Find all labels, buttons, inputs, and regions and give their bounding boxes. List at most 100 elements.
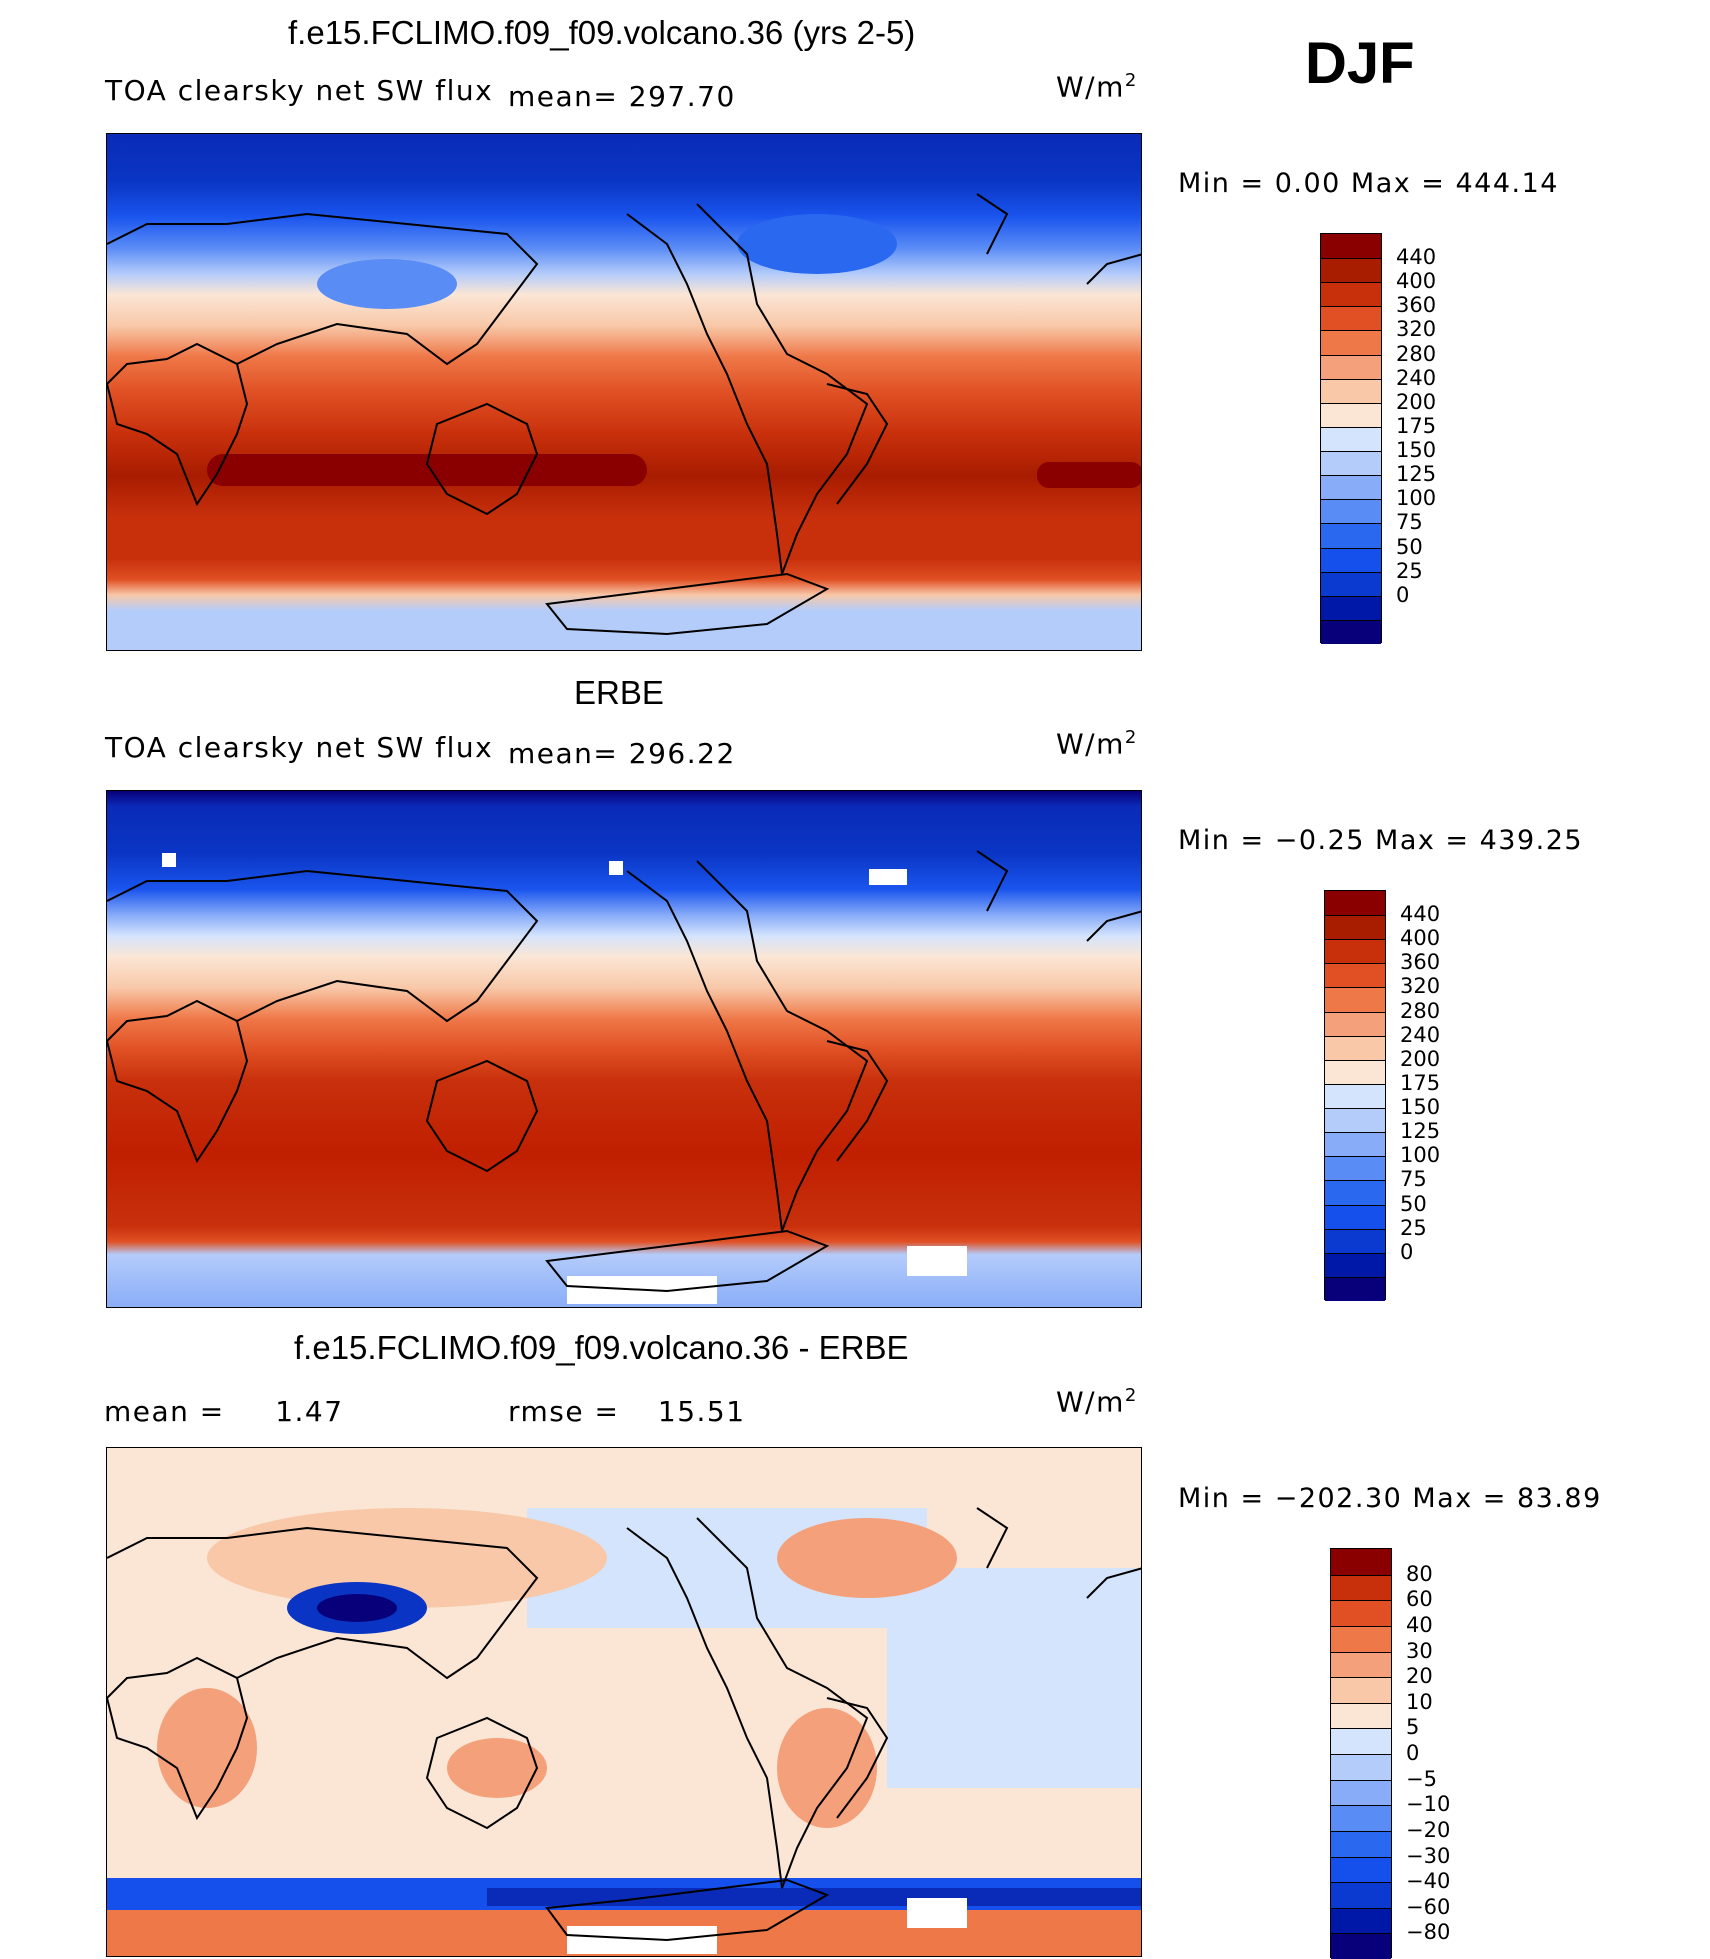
panel2-minmax: Min = −0.25 Max = 439.25 [1178,825,1584,856]
colorbar-tick-label: 10 [1406,1689,1433,1714]
panel3-africa-warm [157,1688,257,1808]
colorbar-tick-label: 320 [1396,317,1437,342]
panel1-max-band-west [207,454,647,486]
colorbar-tick-label: −5 [1406,1766,1437,1791]
colorbar-segment [1321,426,1381,452]
colorbar-segment [1321,523,1381,548]
panel2-missing-2 [609,861,623,875]
colorbar-tick-label: 150 [1400,1095,1441,1120]
panel1-field [107,134,1141,650]
panel1-map-svg [107,134,1141,650]
colorbar-tick-label: 25 [1400,1215,1427,1240]
colorbar-segment [1321,234,1381,259]
colorbar-segment [1321,258,1381,283]
panel2-mean: mean= 296.22 [508,737,736,770]
panel3-arctic-band [107,1448,1141,1498]
colorbar-tick-label: −80 [1406,1920,1451,1945]
colorbar-tick-label: 200 [1400,1046,1441,1071]
panel1-mean: mean= 297.70 [508,80,736,113]
colorbar-tick-label: 0 [1400,1239,1414,1264]
colorbar-tick-label: 440 [1396,245,1437,270]
panel2-mean-value: 296.22 [628,737,736,770]
colorbar-segment [1321,354,1381,379]
colorbar-segment [1325,963,1385,988]
panel1-mean-value: 297.70 [628,80,736,113]
colorbar-tick-label: −40 [1406,1869,1451,1894]
colorbar-tick-label: 25 [1396,558,1423,583]
colorbar-segment [1325,1059,1385,1084]
colorbar-tick-label: 240 [1396,365,1437,390]
colorbar-segment [1321,475,1381,500]
colorbar-segment [1321,451,1381,476]
panel1-coastlines [107,193,1141,636]
colorbar-segment [1331,1754,1391,1780]
panel1-units: W/m2 [1056,70,1138,103]
panel3-map [106,1447,1142,1957]
colorbar-segment [1325,1132,1385,1157]
colorbar-segment [1331,1625,1391,1652]
colorbar-tick-label: 125 [1400,1119,1441,1144]
colorbar-tick-label: 400 [1400,926,1441,951]
colorbar-segment [1325,891,1385,916]
panel1-max-band-east [1037,462,1141,488]
colorbar-box [1320,233,1382,644]
panel3-map-svg [107,1448,1141,1956]
colorbar-tick-label: 320 [1400,974,1441,999]
panel3-tibet-core [317,1594,397,1622]
colorbar-segment [1325,1156,1385,1181]
colorbar-tick-label: 50 [1396,534,1423,559]
panel2-missing-1 [162,853,176,867]
colorbar-segment [1321,595,1381,620]
colorbar-segment [1331,1856,1391,1883]
colorbar-tick-label: 360 [1396,293,1437,318]
panel3-australia-warm [447,1738,547,1798]
colorbar-segment [1325,915,1385,940]
season-label: DJF [1305,31,1415,96]
colorbar-segment [1331,1907,1391,1934]
panel2-missing-3 [869,869,907,885]
colorbar-segment [1325,1108,1385,1133]
panel3-rmse-value: 15.51 [657,1395,746,1428]
panel3-units: W/m2 [1056,1385,1138,1418]
colorbar-segment [1331,1651,1391,1678]
panel3-units-sup: 2 [1124,1385,1138,1406]
colorbar-segment [1321,499,1381,524]
colorbar-segment [1321,330,1381,355]
panel3-southern-core [487,1888,1141,1906]
colorbar-segment [1325,1180,1385,1205]
colorbar-tick-label: 200 [1396,389,1437,414]
colorbar-segment [1325,1083,1385,1109]
colorbar-segment [1325,1252,1385,1277]
panel3-mean-value: 1.47 [275,1395,344,1428]
panel2-units: W/m2 [1056,727,1138,760]
panel3-mean: mean = 1.47 [104,1395,344,1428]
panel2-mean-label: mean= [508,737,619,770]
colorbar-tick-label: 175 [1400,1070,1441,1095]
colorbar-segment [1325,1011,1385,1036]
colorbar-tick-label: 0 [1406,1741,1420,1765]
panel1-na-low [737,214,897,274]
panel2-coastlines [107,850,1141,1293]
colorbar-tick-label: 100 [1396,486,1437,511]
colorbar-tick-label: 75 [1400,1167,1427,1192]
colorbar-tick-label: 80 [1406,1561,1433,1586]
panel2-missing-5 [907,1246,967,1276]
colorbar-segment [1331,1933,1391,1959]
colorbar-box [1330,1548,1392,1959]
panel1-units-sup: 2 [1124,70,1138,91]
colorbar-tick-label: 440 [1400,902,1441,927]
colorbar-segment [1321,571,1381,596]
colorbar-segment [1321,378,1381,403]
panel3-units-text: W/m [1056,1385,1125,1419]
colorbar-tick-label: 280 [1400,998,1441,1023]
colorbar-tick-label: 360 [1400,950,1441,975]
panel3-eurasia-warm [207,1508,607,1608]
colorbar-segment [1331,1830,1391,1857]
panel3-mean-label: mean = [104,1395,225,1428]
panel3-na-warm [777,1518,957,1598]
colorbar-tick-label: 100 [1400,1143,1441,1168]
panel3-coastlines [107,1507,1141,1942]
colorbar-segment [1331,1600,1391,1626]
panel3-rmse: rmse = 15.51 [508,1395,746,1428]
panel3-minmax: Min = −202.30 Max = 83.89 [1178,1483,1602,1514]
